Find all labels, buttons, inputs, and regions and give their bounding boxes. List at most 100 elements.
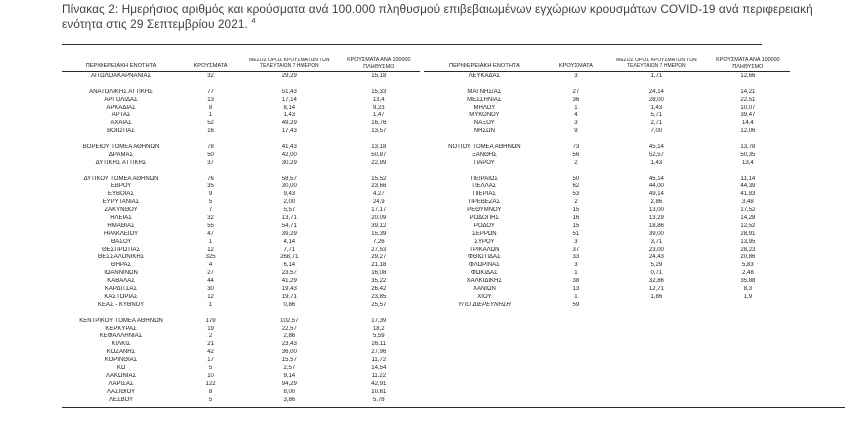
table-row: ΚΟΡΙΝΘΙΑΣ 17 15,57 11,72 <box>62 357 420 365</box>
table-row: ΞΑΝΘΗΣ 56 52,57 50,35 <box>424 152 790 160</box>
table-row: ΛΕΣΒΟΥ 5 3,86 5,78 <box>62 397 420 405</box>
cell-per100k: 1,9 <box>743 293 753 300</box>
table-row: ΚΩ 5 2,57 14,54 <box>62 365 420 373</box>
table-row: ΚΑΡΔΙΤΣΑΣ 30 19,43 26,42 <box>62 286 420 294</box>
cell-name: ΒΟΙΩΤΙΑΣ <box>107 128 135 135</box>
group-gap <box>424 136 790 144</box>
cell-name: ΠΕΛΛΑΣ <box>472 183 497 190</box>
cell-name: ΜΑΓΝΗΣΙΑΣ <box>467 88 502 95</box>
cell-name: ΜΥΚΟΝΟΥ <box>469 112 500 119</box>
cell-per100k: 11,72 <box>371 357 387 364</box>
cell-cases: 27 <box>572 88 580 95</box>
cell-per100k: 23,85 <box>371 293 387 300</box>
cell-avg7: 1,86 <box>650 293 663 300</box>
cell-name: ΘΑΣΟΥ <box>110 238 132 245</box>
table-row: ΕΥΒΟΙΑΣ 9 9,43 4,27 <box>62 191 420 199</box>
cell-per100k: 50,87 <box>371 151 387 158</box>
cell-cases: 5 <box>208 199 213 206</box>
cell-name: ΣΕΡΡΩΝ <box>472 230 497 237</box>
table-row: ΔΥΤΙΚΗΣ ΑΤΤΙΚΗΣ 37 30,29 22,99 <box>62 160 420 168</box>
cell-cases: 53 <box>572 191 580 198</box>
table-header-row: ΠΕΡΙΦΕΡΕΙΑΚΗ ΕΝΟΤΗΤΑ ΚΡΟΥΣΜΑΤΑ ΜΕΣΟΣ ΟΡΟ… <box>62 45 420 72</box>
cell-per100k: 15,52 <box>371 175 387 182</box>
table-row: ΣΥΡΟΥ 3 3,71 13,95 <box>424 239 790 247</box>
title-line-2: ενότητα στις 29 Σεπτεμβρίου 2021. 4 <box>62 16 837 32</box>
cell-per100k: 10,07 <box>740 104 756 111</box>
cell-avg7: 3,86 <box>283 396 296 403</box>
cell-cases: 2 <box>574 199 578 206</box>
title-line-2-text: ενότητα στις 29 Σεπτεμβρίου 2021. <box>62 16 252 31</box>
cell-avg7: 58,57 <box>281 175 297 182</box>
cell-cases: 8 <box>208 104 213 111</box>
cell-cases: 7 <box>208 207 213 214</box>
table-row: ΘΕΣΠΡΩΤΙΑΣ 12 7,71 27,53 <box>62 247 420 255</box>
cell-name: ΧΙΟΥ <box>477 293 492 300</box>
cell-name: ΣΥΡΟΥ <box>474 238 495 245</box>
table-row: ΛΕΥΚΑΔΑΣ 3 1,71 12,66 <box>424 73 790 81</box>
table-row: ΚΑΒΑΛΑΣ 44 41,29 35,22 <box>62 278 420 286</box>
cell-per100k: 35,88 <box>740 278 756 285</box>
cell-per100k: 13,18 <box>371 144 387 151</box>
table-row: ΠΕΙΡΑΙΩΣ 50 45,14 11,14 <box>424 176 790 184</box>
cell-name: ΠΡΕΒΕΖΑΣ <box>468 199 501 206</box>
cell-per100k: 25,57 <box>371 301 387 308</box>
cell-per100k: 27,96 <box>371 349 387 356</box>
table-row: ΗΡΑΚΛΕΙΟΥ 47 39,29 15,39 <box>62 231 420 239</box>
cell-per100k: 2,48 <box>742 270 754 277</box>
cell-avg7: 0,71 <box>650 270 663 277</box>
cell-per100k: 14,4 <box>742 120 754 127</box>
cell-per100k: 4,27 <box>372 191 385 198</box>
table-row: ΦΘΙΩΤΙΔΑΣ 33 24,43 20,86 <box>424 254 790 262</box>
table-row: ΝΑΞΟΥ 3 2,71 14,4 <box>424 120 790 128</box>
cell-cases: 12 <box>207 293 214 300</box>
cell-cases: 30 <box>207 286 214 293</box>
cell-avg7: 30,00 <box>281 183 297 190</box>
cell-name: ΚΟΡΙΝΘΙΑΣ <box>104 357 138 364</box>
cell-name: ΕΒΡΟΥ <box>110 183 132 190</box>
cell-per100k: 29,27 <box>371 254 387 261</box>
cell-per100k: 5,78 <box>372 396 385 403</box>
cell-name: ΜΗΛΟΥ <box>473 104 496 111</box>
cell-cases: 9 <box>208 191 213 198</box>
table-row: ΑΧΑΪΑΣ 52 49,29 16,76 <box>62 120 420 128</box>
cell-cases: 5 <box>208 364 213 371</box>
title-line-1: Πίνακας 2: Ημερήσιος αριθμός και κρούσμα… <box>62 2 813 16</box>
table-row: ΚΟΖΑΝΗΣ 42 36,00 27,96 <box>62 349 420 357</box>
cell-avg7: 41,43 <box>281 144 297 151</box>
cell-name: ΠΙΕΡΙΑΣ <box>472 191 497 198</box>
cell-avg7: 8,14 <box>283 104 296 111</box>
cell-avg7: 94,29 <box>281 380 297 387</box>
cell-avg7: 2,86 <box>650 199 663 206</box>
cell-per100k: 50,35 <box>740 151 756 158</box>
cell-cases: 1 <box>574 104 578 111</box>
cell-avg7: 41,29 <box>281 278 297 285</box>
cell-avg7: 4,14 <box>283 238 296 245</box>
table-row: ΦΩΚΙΔΑΣ 1 0,71 2,48 <box>424 270 790 278</box>
table-body-left: ΑΙΤΩΛΟΑΚΑΡΝΑΝΙΑΣ 32 29,29 15,18 ΑΝΑΤΟΛΙΚΗΣ Α… <box>62 72 420 404</box>
cell-avg7: 2,86 <box>283 333 296 340</box>
table-row: ΔΡΑΜΑΣ 50 42,00 50,87 <box>62 152 420 160</box>
cell-avg7: 19,43 <box>281 286 297 293</box>
cell-per100k: 18,2 <box>372 325 385 332</box>
cell-per100k: 7,26 <box>372 238 385 245</box>
cell-per100k: 11,22 <box>371 372 387 379</box>
cell-name: ΔΡΑΜΑΣ <box>108 151 134 158</box>
cell-avg7: 30,29 <box>281 159 297 166</box>
cell-cases: 10 <box>207 372 214 379</box>
table-row: ΔΥΤΙΚΟΥ ΤΟΜΕΑ ΑΘΗΝΩΝ 76 58,57 15,52 <box>62 176 420 184</box>
cell-per100k: 39,12 <box>371 222 387 229</box>
cell-cases: 50 <box>572 175 580 182</box>
cell-per100k: 13,95 <box>740 238 756 245</box>
cell-cases: 12 <box>207 246 214 253</box>
group-gap <box>424 168 790 176</box>
cell-per100k: 15,39 <box>371 230 387 237</box>
cell-cases: 15 <box>572 207 580 214</box>
cell-name: ΔΥΤΙΚΗΣ ΑΤΤΙΚΗΣ <box>95 159 147 166</box>
cell-cases: 4 <box>574 112 578 119</box>
cell-name: ΚΕΝΤΡΙΚΟΥ ΤΟΜΕΑ ΑΘΗΝΩΝ <box>79 317 163 324</box>
cell-name: ΑΙΤΩΛΟΑΚΑΡΝΑΝΙΑΣ <box>90 73 152 79</box>
cell-name: ΤΡΙΚΑΛΩΝ <box>469 246 500 253</box>
cell-per100k: 44,39 <box>740 183 756 190</box>
cell-avg7: 3,71 <box>650 238 663 245</box>
cell-cases: 38 <box>572 278 580 285</box>
